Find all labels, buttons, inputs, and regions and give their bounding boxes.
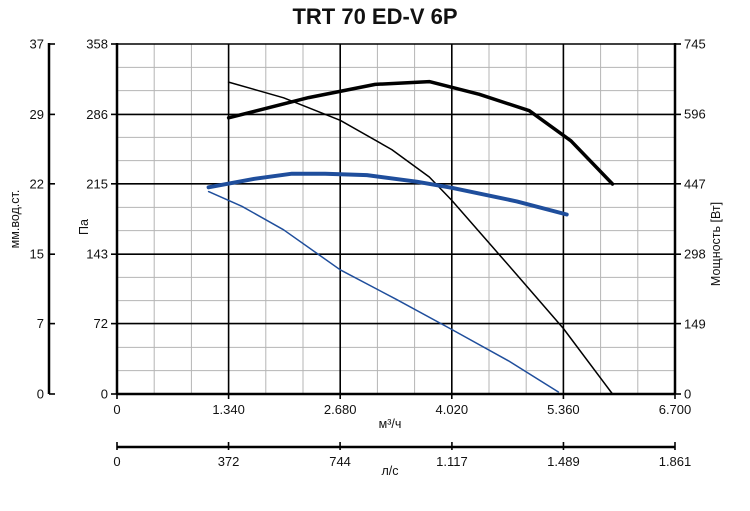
pressure-tick-label: 72 <box>94 316 108 331</box>
pressure-tick-label: 358 <box>86 37 108 52</box>
power-tick-label: 149 <box>684 317 706 332</box>
series-line-4 <box>207 190 560 393</box>
ls-tick-label: 744 <box>329 454 351 469</box>
pressure-tick-label: 215 <box>86 176 108 191</box>
pressure-tick-label: 0 <box>101 387 108 402</box>
power-tick-label: 447 <box>684 177 706 192</box>
ls-tick-label: 1.117 <box>436 454 468 469</box>
series-line-1 <box>226 79 615 186</box>
ls-tick-label: 1.861 <box>659 454 692 469</box>
mmwater-tick-label: 15 <box>30 247 44 262</box>
power-tick-label: 298 <box>684 247 706 262</box>
power-tick-label: 596 <box>684 107 706 122</box>
y-axis-label: Па <box>77 219 91 235</box>
ls-tick-label: 372 <box>218 454 240 469</box>
chart-title: TRT 70 ED-V 6P <box>292 4 457 29</box>
pressure-tick-label: 143 <box>86 247 108 262</box>
grid <box>117 43 675 394</box>
mmwater-tick-label: 29 <box>30 107 44 122</box>
flow-tick-label: 1.340 <box>212 402 245 417</box>
series-line-2 <box>227 81 614 395</box>
power-tick-label: 745 <box>684 37 706 52</box>
mmwater-tick-label: 0 <box>37 387 44 402</box>
flow-tick-label: 2.680 <box>324 402 357 417</box>
mmwater-tick-label: 7 <box>37 316 44 331</box>
series-line-3 <box>206 171 569 217</box>
power-tick-label: 0 <box>684 387 691 402</box>
curves <box>206 79 615 395</box>
flow-tick-label: 6.700 <box>659 402 692 417</box>
pressure-tick-label: 286 <box>86 107 108 122</box>
axes <box>47 43 681 450</box>
y-right-axis-label: Мощность [Вт] <box>709 202 723 286</box>
mmwater-tick-label: 22 <box>30 176 44 191</box>
ls-tick-label: 1.489 <box>547 454 580 469</box>
x2-axis-label: л/с <box>381 464 398 478</box>
x-axis-label: м³/ч <box>379 417 402 431</box>
flow-tick-label: 5.360 <box>547 402 580 417</box>
y-left-axis-label: мм.вод.ст. <box>8 190 22 249</box>
ls-tick-label: 0 <box>113 454 120 469</box>
tick-labels: 0 72 143 215 286 358 0 7 15 22 29 37 0 149 298 447 596 74… <box>8 37 723 479</box>
mmwater-tick-label: 37 <box>30 37 44 52</box>
flow-tick-label: 4.020 <box>436 402 469 417</box>
flow-tick-label: 0 <box>113 402 120 417</box>
